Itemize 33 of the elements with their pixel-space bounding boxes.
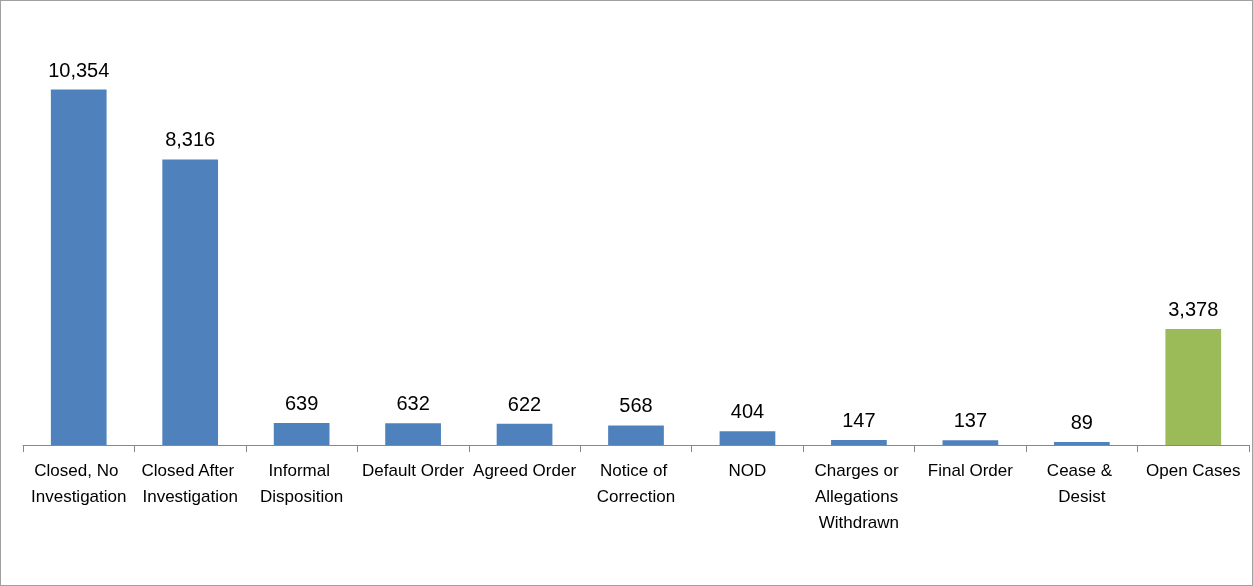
bar xyxy=(496,423,553,445)
bar xyxy=(1053,441,1110,445)
bar xyxy=(273,423,330,445)
x-tick-label: Cease & Desist xyxy=(1046,460,1117,506)
x-tick-label: Closed, No Investigation xyxy=(31,460,127,506)
bar xyxy=(385,423,441,445)
data-label: 568 xyxy=(619,394,653,417)
data-label: 137 xyxy=(953,409,988,432)
data-label: 404 xyxy=(730,400,765,423)
x-tick-label: Default Order xyxy=(362,460,465,480)
data-label: 10,354 xyxy=(48,58,110,81)
data-label: 3,378 xyxy=(1168,298,1219,321)
bar xyxy=(719,431,776,445)
x-tick-label: Open Cases xyxy=(1146,460,1241,480)
data-label: 8,316 xyxy=(165,128,216,151)
bar xyxy=(608,425,664,445)
x-tick-label: Closed After Investigation xyxy=(141,460,239,506)
x-tick-label: Informal Disposition xyxy=(260,460,344,506)
bar xyxy=(831,439,887,445)
data-label: 622 xyxy=(507,392,542,415)
data-label: 639 xyxy=(284,392,319,415)
bar xyxy=(1165,329,1222,445)
x-tick-label: Final Order xyxy=(927,460,1014,480)
bar xyxy=(942,440,999,445)
x-tick-label: Agreed Order xyxy=(473,460,577,480)
data-label: 632 xyxy=(396,392,430,415)
data-label: 147 xyxy=(842,408,876,431)
data-label: 89 xyxy=(1070,410,1093,433)
bar xyxy=(162,159,219,445)
x-tick-label: Charges or Allegations Withdrawn xyxy=(814,460,904,532)
x-tick-label: Notice of Correction xyxy=(596,460,676,506)
bar xyxy=(50,89,107,445)
x-tick-label: NOD xyxy=(728,460,767,480)
